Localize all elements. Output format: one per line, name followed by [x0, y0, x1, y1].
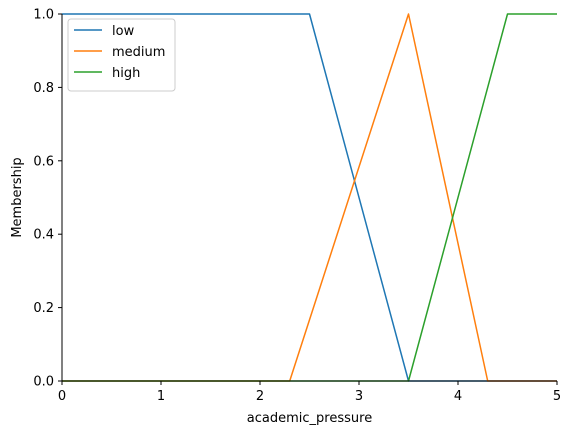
x-tick-label: 2 [256, 389, 264, 404]
x-axis-label: academic_pressure [247, 411, 372, 426]
x-tick-label: 0 [58, 389, 66, 404]
legend-label-high: high [112, 66, 140, 81]
y-tick-label: 1.0 [33, 8, 54, 23]
y-ticks: 0.0 0.2 0.4 0.6 0.8 1.0 [33, 8, 62, 390]
legend-label-low: low [112, 24, 135, 39]
y-tick-label: 0.4 [33, 228, 54, 243]
x-ticks: 0 1 2 3 4 5 [58, 381, 561, 404]
legend-box [67, 18, 176, 92]
axes [61, 14, 557, 382]
x-tick-label: 3 [355, 389, 363, 404]
legend: low medium high [67, 18, 176, 92]
x-tick-label: 1 [157, 389, 165, 404]
y-axis-label: Membership [10, 157, 25, 237]
y-tick-label: 0.2 [33, 301, 54, 316]
y-tick-label: 0.8 [33, 81, 54, 96]
y-tick-label: 0.0 [33, 375, 54, 390]
y-tick-label: 0.6 [33, 154, 54, 169]
x-tick-label: 5 [553, 389, 561, 404]
x-tick-label: 4 [454, 389, 462, 404]
legend-label-medium: medium [112, 45, 165, 60]
